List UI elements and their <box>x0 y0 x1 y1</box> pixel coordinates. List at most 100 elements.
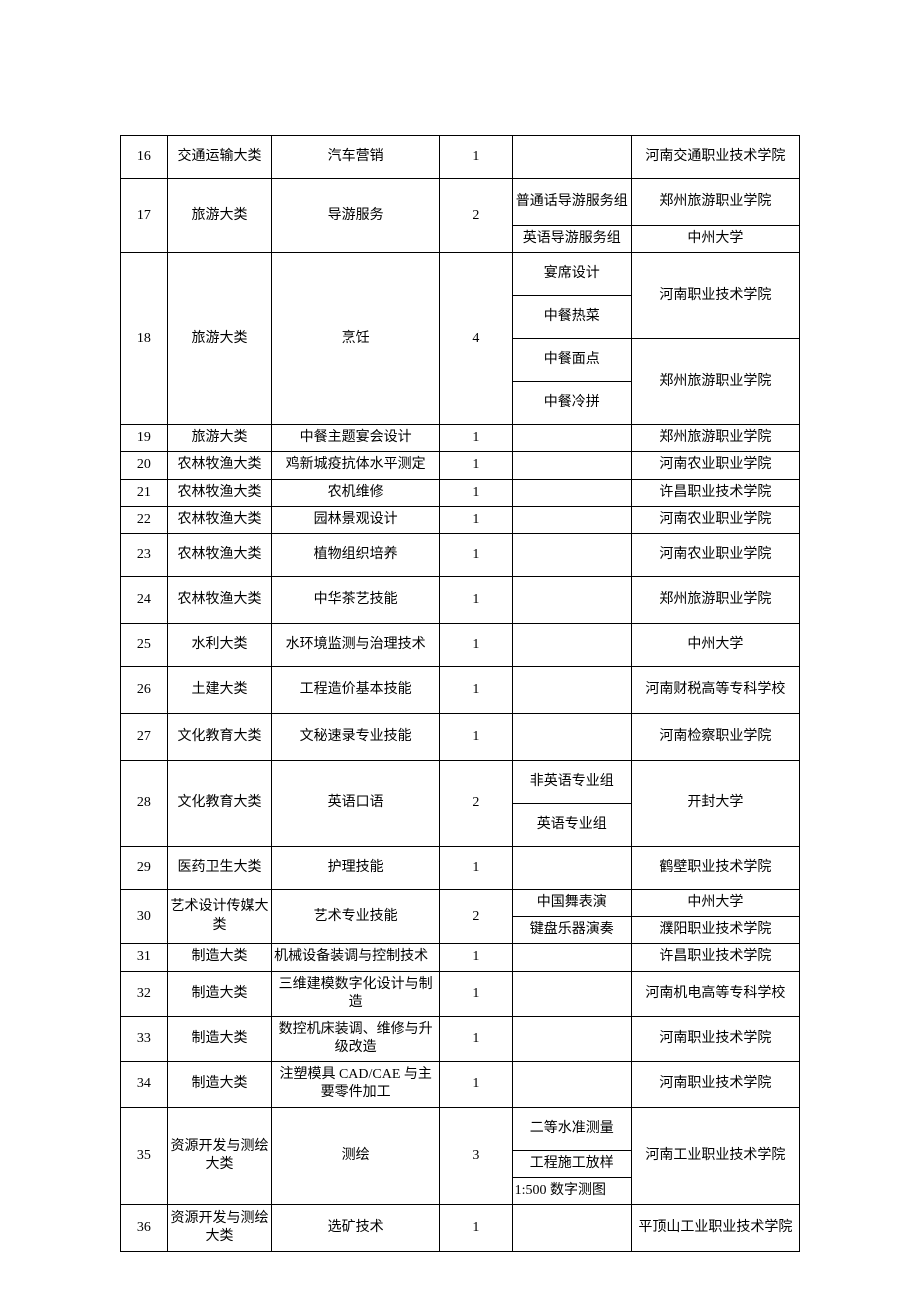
cell-school: 中州大学 <box>631 623 799 666</box>
cell-category: 艺术设计传媒大类 <box>167 889 271 943</box>
cell-sub <box>512 944 631 971</box>
cell-school: 河南机电高等专科学校 <box>631 971 799 1016</box>
cell-category: 交通运输大类 <box>167 136 271 179</box>
cell-count: 1 <box>440 1016 512 1061</box>
cell-category: 制造大类 <box>167 1016 271 1061</box>
cell-count: 3 <box>440 1107 512 1204</box>
cell-school: 河南职业技术学院 <box>631 1062 799 1107</box>
cell-sub: 中餐热菜 <box>512 296 631 339</box>
table-row: 35 资源开发与测绘大类 测绘 3 二等水准测量 河南工业职业技术学院 <box>121 1107 800 1150</box>
table-row: 20 农林牧渔大类 鸡新城疫抗体水平测定 1 河南农业职业学院 <box>121 452 800 479</box>
cell-school: 开封大学 <box>631 760 799 846</box>
cell-school: 中州大学 <box>631 889 799 916</box>
cell-sub: 二等水准测量 <box>512 1107 631 1150</box>
cell-item: 中餐主题宴会设计 <box>272 425 440 452</box>
cell-school: 郑州旅游职业学院 <box>631 576 799 623</box>
cell-school: 河南职业技术学院 <box>631 253 799 339</box>
cell-sub <box>512 846 631 889</box>
cell-category: 农林牧渔大类 <box>167 452 271 479</box>
cell-num: 35 <box>121 1107 168 1204</box>
cell-count: 1 <box>440 506 512 533</box>
cell-num: 16 <box>121 136 168 179</box>
cell-num: 20 <box>121 452 168 479</box>
cell-category: 医药卫生大类 <box>167 846 271 889</box>
cell-count: 1 <box>440 1062 512 1107</box>
table-row: 24 农林牧渔大类 中华茶艺技能 1 郑州旅游职业学院 <box>121 576 800 623</box>
cell-item: 护理技能 <box>272 846 440 889</box>
data-table: 16 交通运输大类 汽车营销 1 河南交通职业技术学院 17 旅游大类 导游服务… <box>120 135 800 1252</box>
cell-num: 31 <box>121 944 168 971</box>
table-row: 21 农林牧渔大类 农机维修 1 许昌职业技术学院 <box>121 479 800 506</box>
cell-sub: 中餐冷拼 <box>512 382 631 425</box>
cell-count: 2 <box>440 889 512 943</box>
cell-category: 旅游大类 <box>167 253 271 425</box>
cell-sub <box>512 971 631 1016</box>
cell-count: 1 <box>440 944 512 971</box>
table-row: 26 土建大类 工程造价基本技能 1 河南财税高等专科学校 <box>121 666 800 713</box>
cell-item: 注塑模具 CAD/CAE 与主要零件加工 <box>272 1062 440 1107</box>
cell-school: 河南农业职业学院 <box>631 506 799 533</box>
cell-count: 1 <box>440 452 512 479</box>
cell-item: 三维建模数字化设计与制造 <box>272 971 440 1016</box>
table-row: 28 文化教育大类 英语口语 2 非英语专业组 开封大学 <box>121 760 800 803</box>
cell-count: 2 <box>440 179 512 253</box>
cell-school: 濮阳职业技术学院 <box>631 917 799 944</box>
cell-sub <box>512 623 631 666</box>
table-row: 29 医药卫生大类 护理技能 1 鹤壁职业技术学院 <box>121 846 800 889</box>
cell-count: 1 <box>440 971 512 1016</box>
cell-category: 土建大类 <box>167 666 271 713</box>
cell-sub <box>512 713 631 760</box>
cell-sub <box>512 506 631 533</box>
cell-count: 1 <box>440 1205 512 1252</box>
cell-category: 资源开发与测绘大类 <box>167 1107 271 1204</box>
cell-item: 机械设备装调与控制技术 <box>272 944 440 971</box>
cell-num: 32 <box>121 971 168 1016</box>
table-row: 18 旅游大类 烹饪 4 宴席设计 河南职业技术学院 <box>121 253 800 296</box>
cell-item: 英语口语 <box>272 760 440 846</box>
cell-num: 30 <box>121 889 168 943</box>
table-row: 36 资源开发与测绘大类 选矿技术 1 平顶山工业职业技术学院 <box>121 1205 800 1252</box>
cell-count: 1 <box>440 623 512 666</box>
cell-sub <box>512 1062 631 1107</box>
cell-sub: 键盘乐器演奏 <box>512 917 631 944</box>
cell-sub <box>512 1016 631 1061</box>
table-row: 23 农林牧渔大类 植物组织培养 1 河南农业职业学院 <box>121 533 800 576</box>
cell-num: 33 <box>121 1016 168 1061</box>
cell-category: 农林牧渔大类 <box>167 576 271 623</box>
cell-school: 河南农业职业学院 <box>631 452 799 479</box>
cell-item: 工程造价基本技能 <box>272 666 440 713</box>
cell-school: 郑州旅游职业学院 <box>631 339 799 425</box>
cell-category: 农林牧渔大类 <box>167 506 271 533</box>
cell-num: 36 <box>121 1205 168 1252</box>
cell-num: 18 <box>121 253 168 425</box>
cell-school: 中州大学 <box>631 226 799 253</box>
cell-sub: 中国舞表演 <box>512 889 631 916</box>
cell-sub <box>512 136 631 179</box>
cell-count: 1 <box>440 425 512 452</box>
cell-school: 郑州旅游职业学院 <box>631 425 799 452</box>
cell-count: 1 <box>440 576 512 623</box>
cell-sub <box>512 666 631 713</box>
cell-num: 34 <box>121 1062 168 1107</box>
cell-count: 1 <box>440 479 512 506</box>
table-row: 31 制造大类 机械设备装调与控制技术 1 许昌职业技术学院 <box>121 944 800 971</box>
cell-sub <box>512 576 631 623</box>
cell-count: 2 <box>440 760 512 846</box>
cell-school: 河南交通职业技术学院 <box>631 136 799 179</box>
cell-category: 资源开发与测绘大类 <box>167 1205 271 1252</box>
cell-num: 17 <box>121 179 168 253</box>
cell-num: 29 <box>121 846 168 889</box>
table-row: 25 水利大类 水环境监测与治理技术 1 中州大学 <box>121 623 800 666</box>
cell-item: 鸡新城疫抗体水平测定 <box>272 452 440 479</box>
cell-sub: 非英语专业组 <box>512 760 631 803</box>
cell-sub <box>512 425 631 452</box>
cell-item: 园林景观设计 <box>272 506 440 533</box>
cell-school: 河南职业技术学院 <box>631 1016 799 1061</box>
cell-num: 25 <box>121 623 168 666</box>
table-row: 30 艺术设计传媒大类 艺术专业技能 2 中国舞表演 中州大学 <box>121 889 800 916</box>
cell-item: 测绘 <box>272 1107 440 1204</box>
cell-count: 1 <box>440 666 512 713</box>
cell-sub: 中餐面点 <box>512 339 631 382</box>
table-row: 16 交通运输大类 汽车营销 1 河南交通职业技术学院 <box>121 136 800 179</box>
cell-school: 郑州旅游职业学院 <box>631 179 799 226</box>
